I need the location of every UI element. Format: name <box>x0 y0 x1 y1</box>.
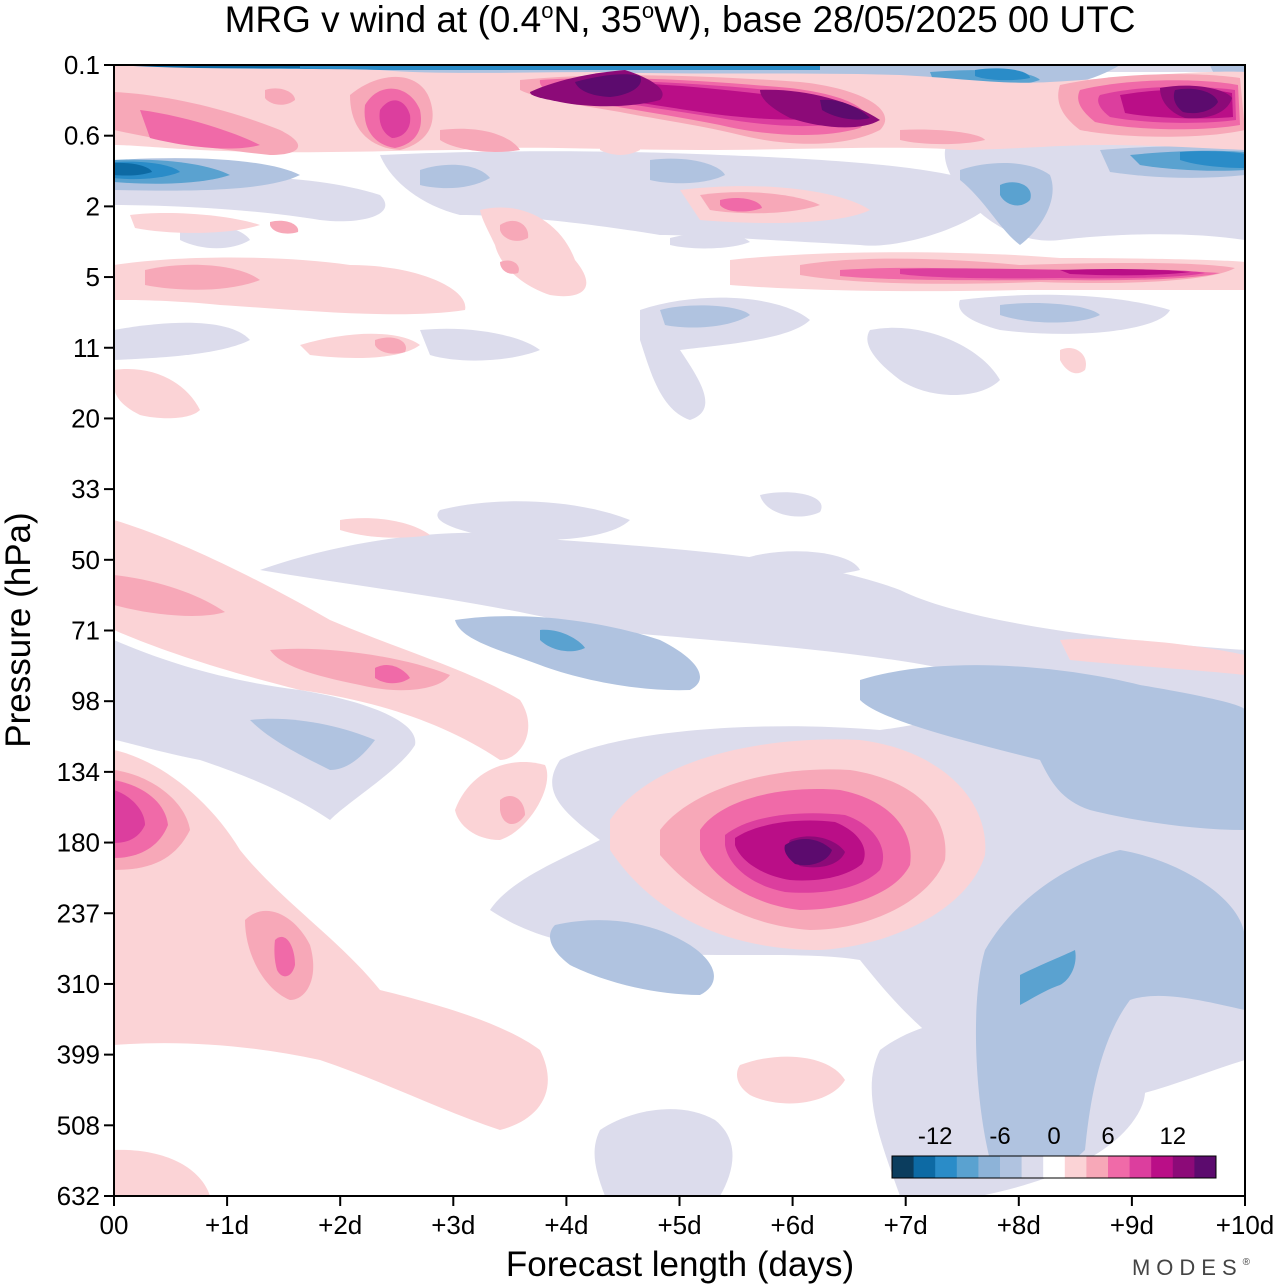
y-tick-label: 399 <box>57 1040 100 1070</box>
colorbar-swatch <box>1043 1156 1066 1178</box>
title-prefix: MRG v wind at (0.4 <box>225 0 542 40</box>
colorbar-label: -12 <box>918 1123 953 1150</box>
y-tick-label: 237 <box>57 898 100 928</box>
colorbar-label: -6 <box>989 1123 1010 1150</box>
y-tick-label: 50 <box>71 545 100 575</box>
x-tick-label: +4d <box>544 1210 588 1240</box>
colorbar-label: 6 <box>1101 1123 1114 1150</box>
y-axis-label: Pressure (hPa) <box>0 512 38 747</box>
plot-area <box>114 65 1245 1196</box>
colorbar: -12 -6 0 6 12 <box>891 1123 1217 1179</box>
colorbar-swatch <box>978 1156 1001 1178</box>
y-tick-label: 632 <box>57 1181 100 1211</box>
brand-logo: MODES® <box>1132 1255 1251 1280</box>
y-tick-label: 134 <box>57 757 100 787</box>
title-degree-1: o <box>541 0 553 23</box>
x-tick-label: +9d <box>1110 1210 1154 1240</box>
x-tick-label: +1d <box>205 1210 249 1240</box>
title-degree-2: o <box>642 0 654 23</box>
x-tick-label: +5d <box>657 1210 701 1240</box>
y-tick-label: 0.1 <box>64 50 100 80</box>
chart-title: MRG v wind at (0.4oN, 35oW), base 28/05/… <box>225 0 1136 40</box>
contour-level-neg-3 <box>114 65 1245 1005</box>
x-tick-label: +7d <box>884 1210 928 1240</box>
colorbar-label: 0 <box>1047 1123 1060 1150</box>
y-tick-label: 180 <box>57 828 100 858</box>
x-tick-label: +6d <box>771 1210 815 1240</box>
contour-level-pos-3 <box>114 70 1240 977</box>
colorbar-swatch <box>1129 1156 1152 1178</box>
colorbar-swatch <box>1151 1156 1174 1178</box>
x-tick-label: 00 <box>100 1210 129 1240</box>
y-tick-label: 20 <box>71 403 100 433</box>
x-tick-label: +10d <box>1216 1210 1275 1240</box>
y-tick-label: 71 <box>71 616 100 646</box>
colorbar-swatch <box>1172 1156 1195 1178</box>
contour-level-neg-2 <box>114 65 1245 1175</box>
title-mid: N, 35 <box>553 0 641 40</box>
colorbar-swatch <box>935 1156 958 1178</box>
title-suffix: W), base 28/05/2025 00 UTC <box>654 0 1135 40</box>
colorbar-label: 12 <box>1159 1123 1186 1150</box>
y-tick-label: 11 <box>73 333 100 363</box>
colorbar-frame <box>891 1155 1217 1179</box>
y-tick-label: 33 <box>71 474 100 504</box>
y-tick-label: 5 <box>86 262 100 292</box>
y-axis: 0.1 0.6 2 5 11 20 33 50 71 98 134 180 237 310 399 508 63… <box>57 50 114 1211</box>
y-tick-label: 98 <box>71 686 100 716</box>
x-tick-label: +2d <box>318 1210 362 1240</box>
colorbar-swatch <box>1000 1156 1023 1178</box>
x-tick-label: +8d <box>997 1210 1041 1240</box>
y-tick-label: 508 <box>57 1110 100 1140</box>
x-axis: 00 +1d +2d +3d +4d +5d +6d +7d +8d +9d +10d <box>100 1196 1275 1240</box>
colorbar-swatch <box>892 1156 915 1178</box>
y-tick-label: 0.6 <box>64 121 100 151</box>
y-tick-label: 310 <box>57 969 100 999</box>
colorbar-swatch <box>956 1156 979 1178</box>
y-tick-label: 2 <box>86 191 100 221</box>
colorbar-swatch <box>913 1156 936 1178</box>
colorbar-swatch <box>1086 1156 1109 1178</box>
colorbar-swatch <box>1064 1156 1087 1178</box>
colorbar-swatch <box>1194 1156 1217 1178</box>
brand-text: MODES <box>1132 1255 1243 1280</box>
colorbar-swatch <box>1108 1156 1131 1178</box>
colorbar-swatch <box>1021 1156 1044 1178</box>
brand-mark: ® <box>1243 1257 1251 1268</box>
x-axis-label: Forecast length (days) <box>506 1245 854 1284</box>
x-tick-label: +3d <box>431 1210 475 1240</box>
